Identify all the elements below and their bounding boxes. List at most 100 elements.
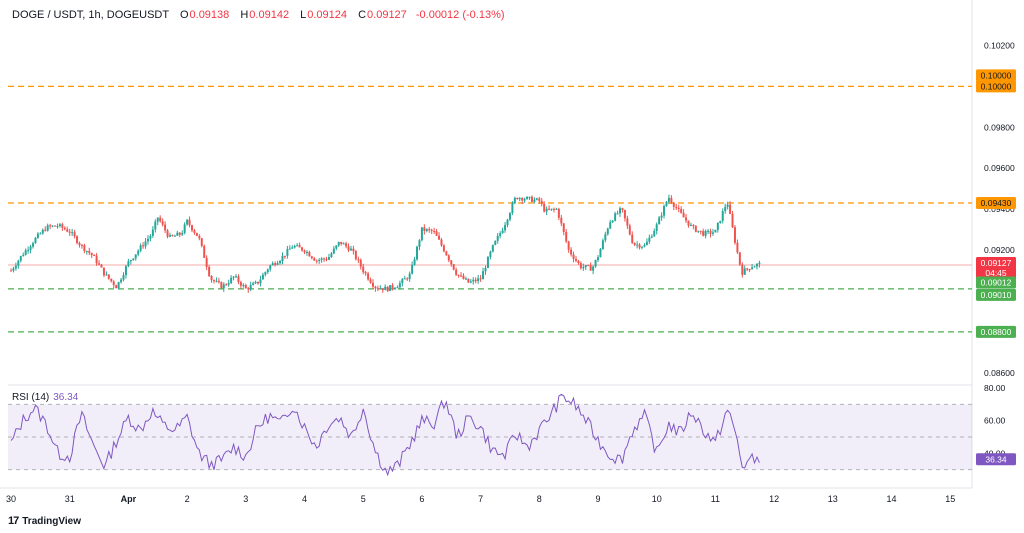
time-tick-label: 30 — [6, 494, 16, 504]
candle-body — [95, 255, 98, 264]
candle-body — [445, 251, 448, 256]
candle-body — [545, 208, 548, 212]
candle-body — [227, 283, 230, 285]
candle-body — [609, 222, 612, 229]
candle-body — [685, 217, 688, 221]
price-tag — [976, 69, 1016, 82]
price-tick-label: 0.09600 — [984, 163, 1015, 173]
rsi-line — [10, 393, 760, 477]
candle-body — [330, 253, 333, 258]
candle-body — [320, 258, 323, 260]
candle-body — [464, 278, 467, 280]
candle-body — [296, 245, 299, 247]
candle-body — [442, 245, 445, 252]
candle-body — [504, 224, 507, 231]
candle-body — [489, 251, 492, 258]
candle-body — [176, 232, 179, 236]
candle-body — [14, 265, 17, 269]
time-tick-label: 14 — [886, 494, 896, 504]
price-tick-label: 0.10200 — [984, 41, 1015, 51]
price-tag-label: 0.09012 — [981, 278, 1012, 288]
candle-body — [105, 274, 108, 276]
symbol-name[interactable]: DOGE / USDT, 1h, DOGEUSDT — [12, 9, 169, 21]
candle-body — [88, 250, 91, 253]
candle-body — [724, 206, 727, 212]
candle-body — [670, 197, 673, 203]
candle-body — [753, 266, 756, 268]
candle-body — [66, 229, 69, 232]
price-tick-label: 0.09400 — [984, 204, 1015, 214]
candle-body — [543, 203, 546, 212]
candle-body — [90, 252, 93, 256]
rsi-legend: RSI (14) 36.34 — [12, 392, 78, 403]
time-tick-label: 5 — [361, 494, 366, 504]
candle-body — [58, 224, 61, 227]
candle-body — [484, 267, 487, 272]
candle-body — [398, 283, 401, 288]
candle-body — [381, 288, 384, 291]
candle-body — [447, 255, 450, 261]
candle-body — [697, 230, 700, 232]
candle-body — [565, 232, 568, 242]
price-tag-label: 0.10000 — [981, 70, 1012, 80]
candle-body — [721, 211, 724, 221]
candle-body — [71, 232, 74, 234]
candle-body — [589, 265, 592, 271]
candle-body — [746, 268, 749, 270]
candle-body — [499, 233, 502, 236]
candle-body — [533, 199, 536, 202]
candle-body — [345, 243, 348, 247]
candle-body — [538, 198, 541, 201]
candle-body — [755, 264, 758, 267]
candle-body — [237, 276, 240, 283]
tradingview-wordmark: TradingView — [22, 515, 81, 527]
tradingview-logo[interactable]: 17 TradingView — [8, 515, 81, 527]
price-tick-label: 0.09200 — [984, 245, 1015, 255]
open-value: 0.09138 — [189, 9, 230, 21]
rsi-label[interactable]: RSI (14) — [12, 392, 50, 403]
candle-body — [494, 240, 497, 245]
candle-body — [733, 227, 736, 243]
candle-body — [631, 234, 634, 244]
candle-body — [557, 208, 560, 218]
candle-body — [540, 200, 543, 204]
candle-body — [327, 257, 330, 260]
candle-body — [450, 260, 453, 265]
candle-body — [146, 238, 149, 242]
candle-body — [572, 254, 575, 259]
candle-body — [376, 288, 379, 290]
candle-body — [156, 217, 159, 222]
candle-body — [318, 259, 321, 261]
candle-body — [261, 274, 264, 280]
candle-body — [560, 217, 563, 224]
candle-body — [127, 261, 130, 267]
candle-body — [200, 238, 203, 246]
close-label: C — [358, 9, 367, 21]
candle-body — [254, 281, 257, 284]
candle-body — [523, 199, 526, 201]
candle-body — [548, 208, 551, 210]
candle-body — [286, 249, 289, 256]
candle-body — [562, 223, 565, 233]
candle-body — [667, 197, 670, 202]
candle-body — [396, 287, 399, 289]
candle-body — [247, 288, 250, 290]
candle-body — [325, 259, 328, 261]
candle-body — [213, 280, 216, 282]
candle-body — [555, 208, 558, 210]
candle-body — [342, 243, 345, 245]
change-value: -0.00012 (-0.13%) — [415, 9, 505, 21]
candle-body — [751, 267, 754, 270]
price-tag — [976, 80, 1016, 93]
candle-body — [694, 225, 697, 232]
candle-body — [570, 249, 573, 255]
price-tag-label: 0.10000 — [981, 81, 1012, 91]
candle-body — [168, 235, 171, 237]
candle-body — [699, 230, 702, 232]
candle-body — [403, 278, 406, 280]
candle-body — [186, 219, 189, 225]
candle-body — [301, 247, 304, 251]
candle-body — [288, 248, 291, 250]
candle-body — [56, 226, 59, 228]
